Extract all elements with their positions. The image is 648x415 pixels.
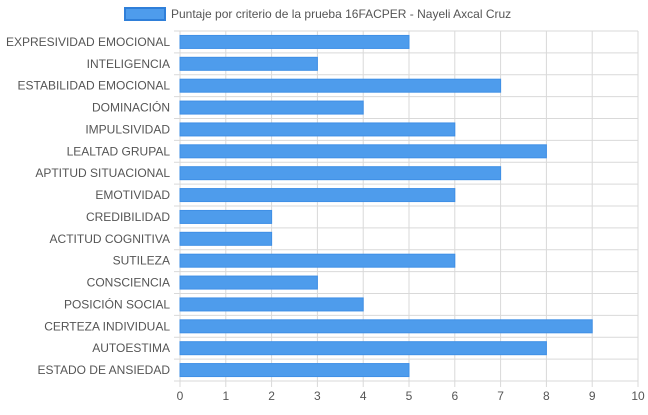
y-axis-labels: EXPRESIVIDAD EMOCIONAL INTELIGENCIA ESTABI… <box>6 35 170 377</box>
bar[interactable] <box>179 122 456 137</box>
bar[interactable] <box>179 231 273 246</box>
y-axis-label: CREDIBILIDAD <box>86 210 170 224</box>
y-axis-label: AUTOESTIMA <box>92 341 170 355</box>
y-axis-label: ESTADO DE ANSIEDAD <box>38 363 171 377</box>
y-axis-label: INTELIGENCIA <box>87 57 170 71</box>
y-axis-label: IMPULSIVIDAD <box>85 122 170 136</box>
x-axis-tick-label: 4 <box>360 389 367 403</box>
bar[interactable] <box>179 78 502 93</box>
x-axis-ticks: 0 1 2 3 4 5 6 7 8 9 10 <box>177 389 645 403</box>
x-axis-tick-label: 9 <box>589 389 596 403</box>
bar[interactable] <box>179 319 593 334</box>
x-axis-tick-label: 2 <box>268 389 275 403</box>
bar[interactable] <box>179 209 273 224</box>
y-axis-label: POSICIÓN SOCIAL <box>64 296 170 311</box>
bar[interactable] <box>179 56 318 71</box>
legend[interactable]: Puntaje por criterio de la prueba 16FACP… <box>124 7 511 21</box>
bar[interactable] <box>179 34 410 49</box>
bar[interactable] <box>179 341 547 356</box>
bar[interactable] <box>179 100 364 115</box>
bar[interactable] <box>179 297 364 312</box>
legend-label: Puntaje por criterio de la prueba 16FACP… <box>171 7 511 21</box>
y-axis-label: DOMINACIÓN <box>92 100 170 115</box>
y-axis-label: CERTEZA INDIVIDUAL <box>44 319 170 333</box>
y-axis-label: ESTABILIDAD EMOCIONAL <box>18 79 171 93</box>
bar[interactable] <box>179 166 502 181</box>
y-axis-label: LEALTAD GRUPAL <box>67 144 171 158</box>
x-axis-tick-label: 8 <box>543 389 550 403</box>
y-axis-label: APTITUD SITUACIONAL <box>35 166 170 180</box>
bar[interactable] <box>179 144 547 159</box>
bar[interactable] <box>179 363 410 378</box>
y-axis-label: EMOTIVIDAD <box>95 188 170 202</box>
bar[interactable] <box>179 253 456 268</box>
y-axis-label: CONSCIENCIA <box>87 276 170 290</box>
x-axis-tick-label: 5 <box>406 389 413 403</box>
x-axis-tick-label: 1 <box>222 389 229 403</box>
bar[interactable] <box>179 188 456 203</box>
legend-swatch <box>124 7 166 21</box>
x-axis-tick-label: 0 <box>177 389 184 403</box>
x-axis-tick-label: 6 <box>451 389 458 403</box>
x-axis-tick-label: 10 <box>631 389 645 403</box>
bar[interactable] <box>179 275 318 290</box>
x-axis-tick-label: 7 <box>497 389 504 403</box>
x-axis-tick-label: 3 <box>314 389 321 403</box>
y-axis-label: EXPRESIVIDAD EMOCIONAL <box>6 35 170 49</box>
y-axis-label: ACTITUD COGNITIVA <box>50 232 170 246</box>
y-axis-label: SUTILEZA <box>113 254 170 268</box>
bars <box>179 34 593 378</box>
